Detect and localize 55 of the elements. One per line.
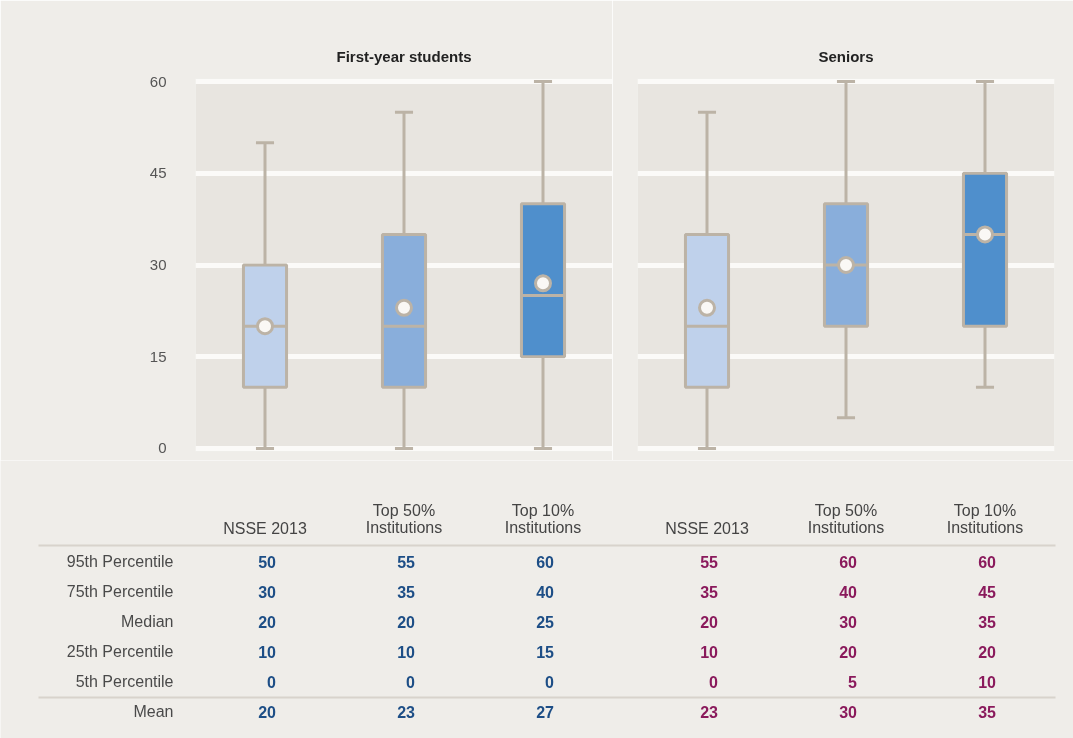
text: 20 [258, 613, 277, 631]
text: Mean [133, 703, 174, 720]
text: 20 [978, 643, 997, 661]
text: 10 [397, 643, 416, 661]
y-tick-label: 60 [149, 72, 167, 90]
text: 60 [839, 553, 858, 571]
text: 30 [839, 613, 858, 631]
text: 20 [839, 643, 858, 661]
y-tick-label: 30 [149, 256, 167, 273]
text: 30 [839, 703, 858, 721]
text: 55 [397, 553, 416, 571]
text: 5 [848, 673, 858, 691]
text: 20 [700, 613, 719, 631]
text: 35 [700, 583, 719, 601]
text: 5th Percentile [75, 673, 174, 690]
y-tick-label: 15 [149, 347, 167, 365]
text: 0 [709, 673, 719, 691]
x-tick-label: NSSE 2013 [223, 519, 307, 537]
text: 23 [700, 703, 719, 721]
text: 95th Percentile [66, 553, 174, 570]
x-tick-label: Top 10% Institutions [504, 501, 582, 537]
y-tick-label: 45 [149, 164, 167, 182]
text: 40 [536, 583, 555, 601]
text: 60 [978, 553, 997, 571]
text: 0 [406, 673, 416, 691]
text: 25 [536, 613, 555, 631]
text: 35 [978, 703, 997, 721]
text: 35 [978, 613, 997, 631]
text: 60 [536, 553, 555, 571]
text: 10 [700, 643, 719, 661]
chart-title: First-year students [336, 47, 472, 65]
x-tick-label: Top 10% Institutions [946, 501, 1024, 537]
text: 50 [258, 553, 277, 571]
text: 20 [397, 613, 416, 631]
text: 23 [397, 703, 416, 721]
chart-title: Seniors [818, 47, 874, 65]
text: 40 [839, 583, 858, 601]
text: 55 [700, 553, 719, 571]
text: 30 [258, 583, 277, 601]
text: 35 [397, 583, 416, 601]
x-tick-label: Top 50% Institutions [365, 501, 443, 537]
text: 0 [267, 673, 277, 691]
x-tick-label: NSSE 2013 [665, 519, 749, 537]
text: 15 [536, 643, 555, 661]
text: 10 [258, 643, 277, 661]
text: Median [121, 613, 174, 630]
text: 10 [978, 673, 997, 691]
text: 75th Percentile [66, 583, 174, 600]
x-tick-label: Top 50% Institutions [807, 501, 885, 537]
text: 27 [536, 703, 555, 721]
text: 45 [978, 583, 997, 601]
y-tick-label: 0 [158, 439, 167, 457]
text: 20 [258, 703, 277, 721]
text: 25th Percentile [66, 643, 174, 660]
text: 0 [545, 673, 555, 691]
